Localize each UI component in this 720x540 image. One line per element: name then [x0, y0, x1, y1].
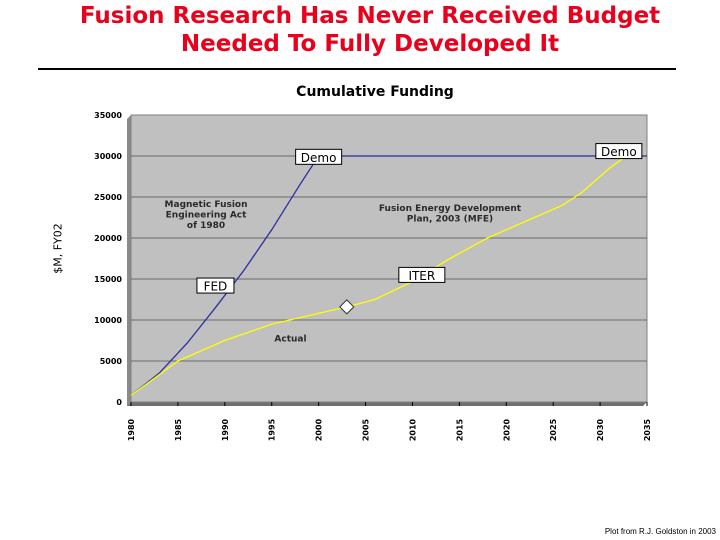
slide-title: Fusion Research Has Never Received Budge… — [0, 2, 720, 58]
boxed-label-frame — [398, 266, 446, 283]
chart-annotation: Fusion Energy Development — [379, 204, 522, 214]
diamond-marker — [339, 299, 355, 315]
plot-floor — [127, 402, 647, 406]
x-tick-label: 1995 — [268, 418, 277, 441]
y-axis-label: $M, FY02 — [51, 223, 65, 274]
x-tick-label: 2000 — [315, 418, 324, 441]
boxed-label: Demo — [301, 151, 337, 165]
chart-title: Cumulative Funding — [296, 84, 454, 100]
chart-annotation: Engineering Act — [166, 211, 248, 221]
y-tick-label: 5000 — [100, 357, 123, 366]
y-tick-label: 15000 — [94, 275, 122, 284]
boxed-label-frame — [196, 277, 235, 294]
boxed-label-frame — [595, 143, 643, 160]
chart-annotation: Plan, 2003 (MFE) — [407, 215, 493, 225]
boxed-label-frame — [295, 148, 343, 165]
boxed-label: FED — [204, 280, 228, 294]
y-tick-label: 35000 — [94, 111, 122, 120]
credit-text: Plot from R.J. Goldston in 2003 — [604, 527, 716, 536]
chart-annotation: Actual — [274, 334, 306, 344]
plot-area — [130, 114, 648, 403]
title-divider — [38, 68, 676, 70]
y-tick-label: 20000 — [94, 234, 122, 243]
x-tick-label: 2020 — [502, 418, 511, 441]
boxed-label: ITER — [408, 269, 435, 283]
x-tick-label: 1985 — [174, 418, 183, 441]
chart-annotation: Magnetic Fusion — [165, 200, 248, 210]
series-line-mfea — [130, 155, 647, 396]
boxed-label: Demo — [601, 145, 637, 159]
x-tick-label: 2035 — [643, 418, 652, 441]
x-tick-label: 2015 — [455, 418, 464, 441]
x-tick-label: 2005 — [362, 418, 371, 441]
y-tick-label: 0 — [116, 398, 122, 407]
chart-annotation: of 1980 — [187, 221, 225, 231]
x-tick-label: 1990 — [221, 418, 230, 441]
x-tick-label: 2010 — [408, 418, 417, 441]
slide-title-line-1: Fusion Research Has Never Received Budge… — [79, 3, 661, 29]
slide-title-line-2: Needed To Fully Developed It — [180, 31, 560, 57]
y-tick-label: 10000 — [94, 316, 122, 325]
plot-side-wall — [127, 115, 131, 406]
y-tick-label: 25000 — [94, 193, 122, 202]
x-tick-label: 1980 — [127, 418, 136, 441]
y-tick-label: 30000 — [94, 152, 122, 161]
x-tick-label: 2025 — [549, 418, 558, 441]
x-tick-label: 2030 — [596, 418, 605, 441]
